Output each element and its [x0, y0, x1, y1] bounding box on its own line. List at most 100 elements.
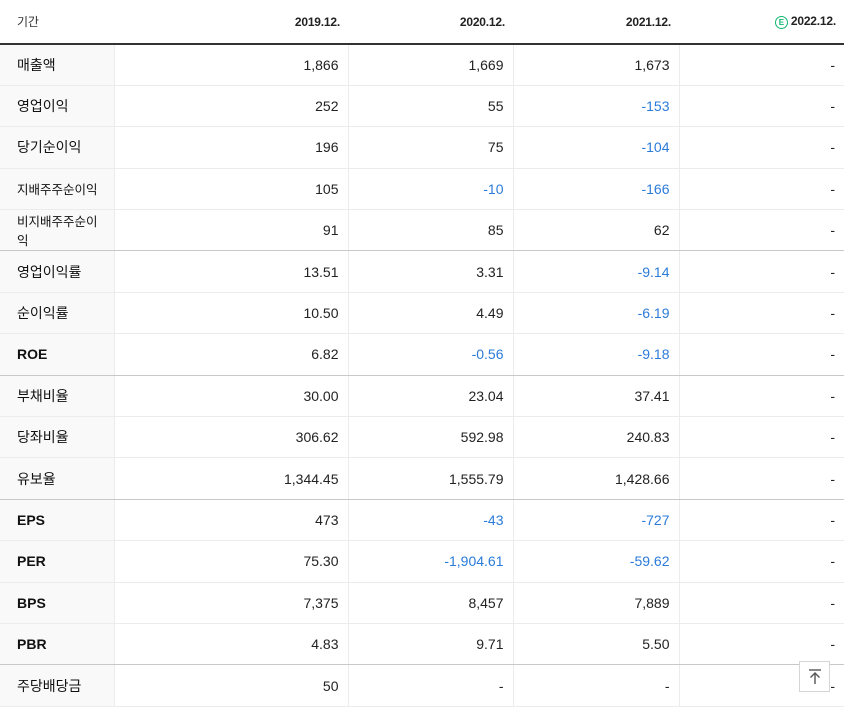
table-cell: 75.30 [113, 540, 348, 583]
table-cell: -59.62 [512, 540, 679, 583]
column-header-2022-label: 2022.12. [790, 14, 836, 28]
row-label: 비지배주주순이익 [0, 209, 114, 252]
table-cell: 30.00 [113, 375, 348, 418]
table-cell: -9.18 [512, 333, 679, 376]
column-header-2019: 2019.12. [114, 0, 348, 45]
table-cell: - [678, 250, 844, 293]
table-cell: - [678, 375, 844, 418]
row-label: ROE [0, 333, 114, 376]
table-cell: 8,457 [347, 582, 513, 624]
table-cell: 50 [113, 664, 348, 707]
table-cell: - [678, 540, 844, 583]
table-row: PER 75.30 -1,904.61 -59.62- [0, 540, 844, 583]
table-cell: 75 [347, 126, 513, 169]
table-cell: 4.49 [347, 292, 513, 335]
table-cell: - [678, 44, 844, 86]
table-cell: 3.31 [347, 250, 513, 293]
column-header-2022: E 2022.12. [679, 0, 844, 45]
table-cell: - [678, 499, 844, 542]
estimate-e-icon: E [774, 16, 788, 29]
table-cell: - [678, 85, 844, 128]
row-label: 지배주주순이익 [0, 168, 114, 211]
row-label: 부채비율 [0, 375, 114, 418]
table-cell: - [678, 457, 844, 500]
table-cell: 9.71 [347, 623, 513, 666]
table-cell: 55 [347, 85, 513, 128]
table-cell: - [678, 582, 844, 624]
table-cell: -153 [512, 85, 679, 128]
table-row: 주당배당금 50- - - [0, 664, 844, 707]
table-cell: - [347, 664, 513, 707]
table-cell: - [512, 664, 679, 707]
row-label: BPS [0, 582, 114, 624]
table-cell: - [678, 623, 844, 666]
table-row: 당좌비율 306.62 592.98 240.83- [0, 416, 844, 459]
table-row: 유보율 1,344.45 1,555.79 1,428.66- [0, 457, 844, 500]
table-cell: 62 [512, 209, 679, 252]
table-cell: 85 [347, 209, 513, 252]
table-cell: -1,904.61 [347, 540, 513, 583]
table-cell: 196 [113, 126, 348, 169]
table-cell: - [678, 126, 844, 169]
table-cell: - [678, 416, 844, 459]
row-label: 영업이익률 [0, 250, 114, 293]
table-cell: 1,344.45 [113, 457, 348, 500]
table-cell: -10 [347, 168, 513, 211]
row-label: 당좌비율 [0, 416, 114, 459]
table-row: 당기순이익 196 75 -104- [0, 126, 844, 169]
table-row: 지배주주순이익 105 -10 -166- [0, 168, 844, 211]
table-row: PBR 4.83 9.71 5.50- [0, 623, 844, 666]
table-cell: 13.51 [113, 250, 348, 293]
column-header-2020: 2020.12. [348, 0, 513, 45]
row-label: 당기순이익 [0, 126, 114, 169]
table-row: 영업이익 252 55 -153- [0, 85, 844, 128]
table-cell: -0.56 [347, 333, 513, 376]
table-cell: 7,889 [512, 582, 679, 624]
table-cell: 240.83 [512, 416, 679, 459]
table-cell: 1,669 [347, 44, 513, 86]
table-row: BPS 7,375 8,457 7,889- [0, 582, 844, 624]
table-cell: -6.19 [512, 292, 679, 335]
row-label: 영업이익 [0, 85, 114, 128]
table-cell: 23.04 [347, 375, 513, 418]
table-cell: 10.50 [113, 292, 348, 335]
table-cell: 473 [113, 499, 348, 542]
table-cell: 252 [113, 85, 348, 128]
table-cell: -166 [512, 168, 679, 211]
column-header-2021: 2021.12. [513, 0, 679, 45]
table-cell: 91 [113, 209, 348, 252]
table-cell: 306.62 [113, 416, 348, 459]
row-label: EPS [0, 499, 114, 542]
table-cell: - [678, 168, 844, 211]
table-cell: 5.50 [512, 623, 679, 666]
row-label: 순이익률 [0, 292, 114, 335]
table-cell: 37.41 [512, 375, 679, 418]
table-row: EPS 473 -43 -727- [0, 499, 844, 542]
row-label: 유보율 [0, 457, 114, 500]
table-cell: - [678, 209, 844, 252]
table-cell: - [678, 333, 844, 376]
table-cell: 7,375 [113, 582, 348, 624]
table-row: 매출액 1,866 1,669 1,673- [0, 44, 844, 86]
arrow-up-to-top-icon [808, 668, 821, 684]
table-cell: 1,673 [512, 44, 679, 86]
table-cell: - [678, 292, 844, 335]
table-row: 순이익률 10.50 4.49 -6.19- [0, 292, 844, 335]
table-cell: 105 [113, 168, 348, 211]
table-row: ROE 6.82 -0.56 -9.18- [0, 333, 844, 376]
table-cell: -43 [347, 499, 513, 542]
table-cell: -104 [512, 126, 679, 169]
table-cell: 6.82 [113, 333, 348, 376]
row-label: PER [0, 540, 114, 583]
row-label: 매출액 [0, 44, 114, 86]
table-cell: -9.14 [512, 250, 679, 293]
period-header: 기간 [0, 0, 114, 45]
table-row: 부채비율 30.00 23.04 37.41- [0, 375, 844, 418]
table-row: 비지배주주순이익 91 85 62- [0, 209, 844, 252]
scroll-to-top-button[interactable] [799, 661, 830, 692]
row-label: PBR [0, 623, 114, 666]
table-row: 영업이익률 13.51 3.31 -9.14- [0, 250, 844, 293]
table-cell: 1,428.66 [512, 457, 679, 500]
table-cell: 4.83 [113, 623, 348, 666]
